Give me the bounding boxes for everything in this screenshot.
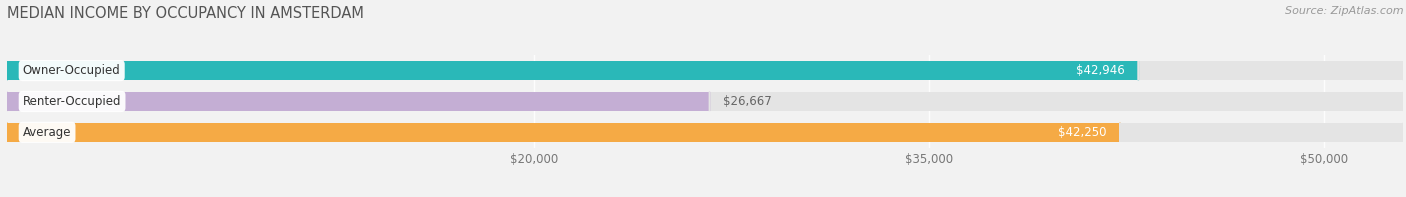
Text: Average: Average (22, 126, 72, 139)
Bar (7, 61, 1403, 80)
Text: $42,250: $42,250 (1059, 126, 1107, 139)
Text: Renter-Occupied: Renter-Occupied (22, 95, 121, 108)
Bar (7, 92, 710, 111)
Text: $42,946: $42,946 (1077, 64, 1125, 77)
Bar (7, 123, 1121, 142)
Text: $26,667: $26,667 (723, 95, 772, 108)
Bar (7, 92, 1403, 111)
Text: MEDIAN INCOME BY OCCUPANCY IN AMSTERDAM: MEDIAN INCOME BY OCCUPANCY IN AMSTERDAM (7, 6, 364, 21)
Bar (7, 123, 1403, 142)
Text: Owner-Occupied: Owner-Occupied (22, 64, 121, 77)
Text: Source: ZipAtlas.com: Source: ZipAtlas.com (1285, 6, 1403, 16)
Bar (7, 61, 1139, 80)
